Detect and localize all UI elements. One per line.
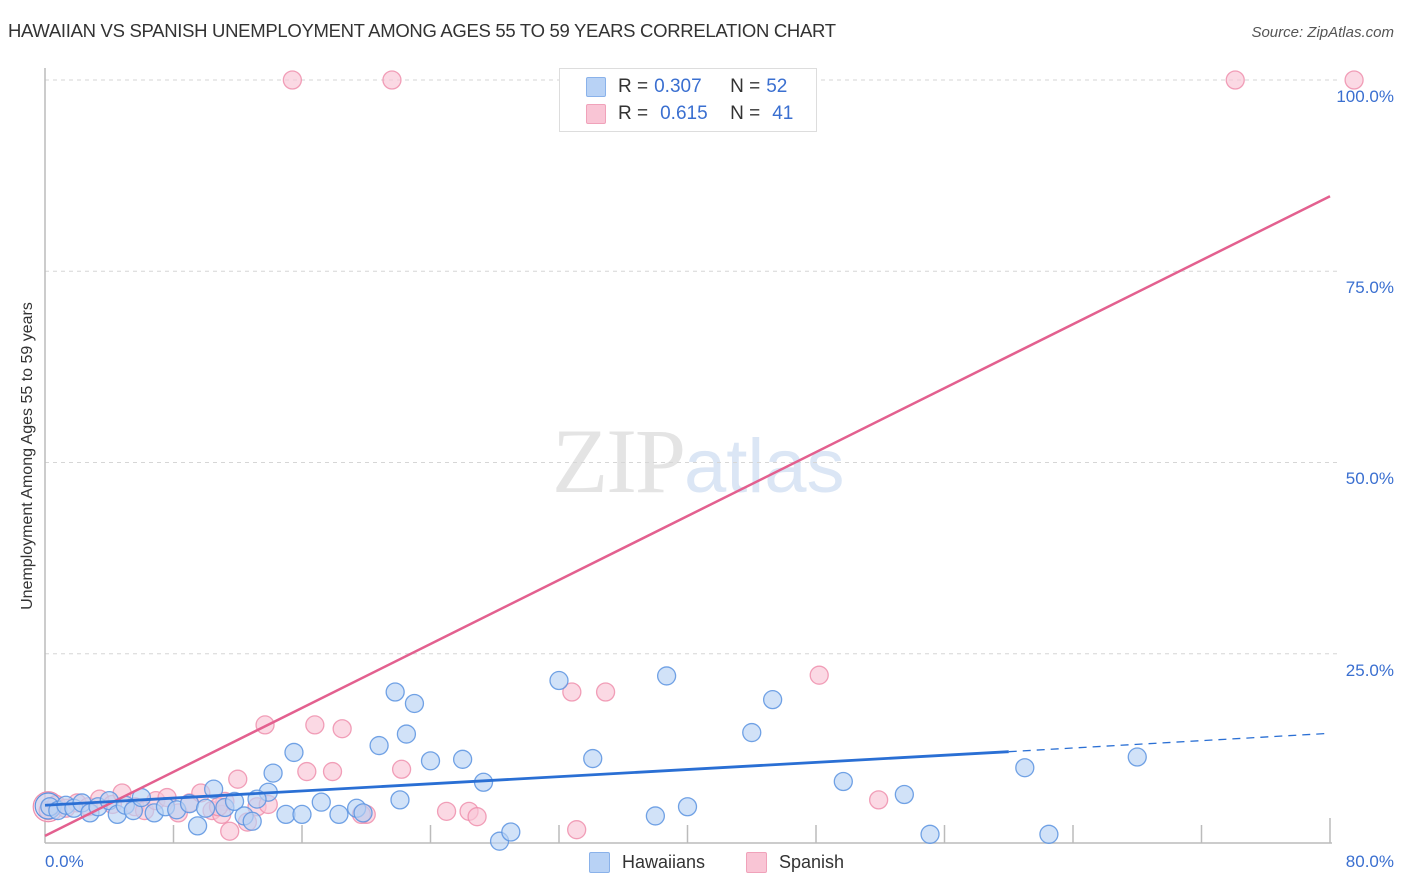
correlation-legend: R = 0.307 N = 52 R = 0.615 N = 41	[559, 68, 817, 132]
data-point	[297, 761, 317, 782]
data-point	[391, 759, 412, 779]
y-tick-100: 100.0%	[1336, 87, 1394, 106]
legend-item-hawaiians[interactable]: Hawaiians	[589, 852, 705, 873]
data-point	[282, 70, 303, 90]
data-point	[742, 722, 762, 743]
data-point	[762, 690, 783, 710]
hawaiians-swatch	[586, 77, 606, 97]
data-point	[385, 682, 405, 702]
chart-title: HAWAIIAN VS SPANISH UNEMPLOYMENT AMONG A…	[8, 20, 836, 41]
data-point	[396, 724, 417, 744]
data-point	[436, 801, 457, 821]
gridlines	[45, 79, 1340, 655]
legend-label: Hawaiians	[622, 852, 706, 872]
n-value: 41	[772, 103, 794, 124]
n-label: N =	[730, 103, 761, 124]
n-value: 52	[766, 76, 788, 97]
trend-lines	[44, 195, 1331, 837]
axes	[44, 68, 1332, 844]
r-label: R =	[618, 76, 649, 97]
legend-label: Spanish	[779, 852, 845, 872]
data-point	[195, 798, 216, 818]
spanish-swatch	[746, 852, 767, 873]
data-point	[305, 715, 325, 735]
data-point	[1225, 70, 1245, 90]
data-point	[920, 824, 940, 844]
data-point	[242, 811, 262, 831]
data-point	[420, 751, 441, 771]
r-value: 0.615	[660, 103, 708, 124]
data-point	[894, 784, 914, 805]
spanish-trend-line	[44, 195, 1331, 837]
data-point	[1344, 70, 1364, 90]
data-point	[255, 715, 275, 735]
data-point	[329, 804, 349, 825]
data-point	[284, 742, 304, 763]
watermark-zip: ZIP	[552, 410, 686, 512]
data-point	[677, 797, 698, 817]
data-point	[404, 693, 425, 714]
data-point	[220, 821, 240, 841]
data-point	[656, 666, 677, 686]
x-tick-80: 80.0%	[1345, 852, 1394, 871]
data-point	[224, 791, 245, 812]
legend-row-spanish: R = 0.615 N = 41	[586, 102, 793, 126]
data-point	[809, 665, 829, 685]
data-point	[549, 670, 569, 691]
data-point	[1015, 758, 1035, 778]
data-point	[567, 820, 587, 840]
y-axis-label: Unemployment Among Ages 55 to 59 years	[19, 302, 36, 610]
hawaiians-swatch	[589, 852, 610, 873]
hawaiians-trend-line	[44, 750, 1009, 807]
n-label: N =	[730, 76, 761, 97]
data-point	[204, 779, 224, 799]
data-point	[583, 748, 603, 769]
legend-item-spanish[interactable]: Spanish	[746, 852, 844, 873]
data-point	[228, 769, 248, 789]
data-point	[868, 790, 889, 810]
source-label: Source: ZipAtlas.com	[1251, 24, 1394, 41]
data-point	[292, 804, 312, 825]
r-label: R =	[618, 103, 649, 124]
data-point	[390, 790, 410, 810]
data-point	[263, 763, 283, 783]
zipatlas-watermark: ZIPatlas	[552, 408, 845, 514]
spanish-swatch	[586, 104, 606, 124]
data-point	[1039, 824, 1059, 844]
y-tick-75: 75.0%	[1345, 278, 1394, 297]
x-tick-0: 0.0%	[45, 852, 84, 871]
data-point	[322, 761, 343, 782]
y-tick-50: 50.0%	[1345, 469, 1394, 488]
data-point	[382, 70, 402, 90]
data-point	[452, 749, 473, 769]
data-point	[311, 792, 331, 812]
watermark-atlas: atlas	[684, 424, 845, 509]
data-point	[595, 682, 616, 702]
r-value: 0.307	[654, 76, 702, 97]
y-tick-25: 25.0%	[1345, 661, 1394, 680]
data-point	[467, 807, 487, 827]
data-point	[332, 719, 352, 739]
data-point	[187, 816, 208, 836]
data-point	[1127, 747, 1147, 767]
data-point	[369, 735, 389, 756]
data-point	[276, 804, 296, 825]
hawaiians-trend-extension	[1008, 732, 1331, 753]
data-point	[645, 806, 666, 826]
data-point	[353, 803, 373, 823]
legend-row-hawaiians: R = 0.307 N = 52	[586, 75, 787, 99]
data-point	[833, 771, 853, 792]
data-point	[562, 682, 582, 702]
data-point	[501, 822, 521, 842]
spanish-points	[32, 70, 1364, 841]
